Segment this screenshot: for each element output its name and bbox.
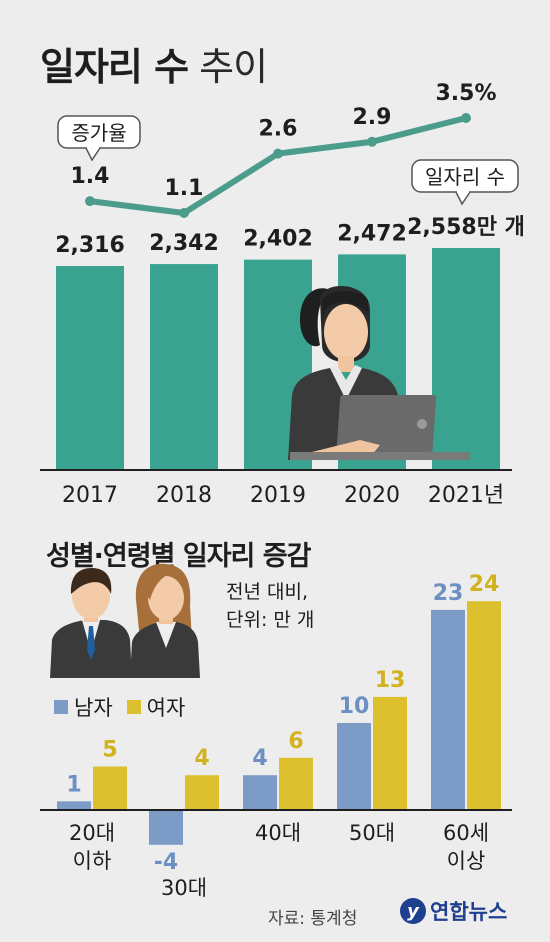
brand-logo-icon: y	[400, 898, 426, 924]
women-value-label: 4	[194, 746, 209, 771]
jobs-bar	[150, 264, 218, 470]
woman-avatar-icon	[130, 563, 200, 678]
growth-rate-callout: 증가율	[57, 115, 141, 162]
growth-rate-point	[273, 148, 283, 159]
men-bar	[431, 609, 465, 810]
women-value-label: 6	[288, 729, 303, 754]
age-group-label: 40대	[255, 821, 301, 845]
legend-item-men: 남자	[54, 692, 113, 722]
title-light: 추이	[199, 45, 268, 89]
growth-rate-point	[85, 196, 95, 207]
women-value-label: 24	[469, 572, 500, 597]
age-group-label: 60세 이상	[443, 821, 489, 873]
jobs-value-label: 2,402	[243, 227, 313, 252]
growth-rate-point	[367, 136, 377, 147]
jobs-value-label: 2,472	[337, 221, 407, 246]
legend-label-men: 남자	[74, 696, 113, 720]
women-bar	[467, 601, 501, 810]
women-bar	[185, 775, 219, 810]
title-bold: 일자리 수	[40, 45, 189, 89]
men-bar	[57, 801, 91, 810]
women-value-label: 5	[102, 738, 117, 763]
women-bar	[373, 696, 407, 810]
jobs-value-label: 2,558만 개	[407, 215, 525, 240]
growth-rate-value-label: 2.6	[259, 117, 298, 142]
men-bar	[243, 775, 277, 810]
jobs-bar	[432, 248, 500, 470]
jobs-count-callout: 일자리 수	[411, 159, 519, 206]
women-bar	[93, 766, 127, 810]
age-group-label: 50대	[349, 821, 395, 845]
chart-title: 일자리 수 추이	[40, 36, 268, 91]
legend-item-women: 여자	[126, 692, 186, 722]
growth-rate-value-label: 1.1	[165, 176, 204, 201]
jobs-count-label: 일자리 수	[425, 165, 505, 189]
men-bar	[149, 810, 183, 845]
jobs-value-label: 2,316	[55, 233, 125, 258]
legend: 남자 여자	[54, 692, 199, 722]
women-value-label: 13	[375, 668, 406, 693]
legend-swatch-men	[54, 700, 68, 714]
brand-name: 연합뉴스	[430, 900, 508, 924]
source-note: 자료: 통계청	[268, 909, 358, 929]
growth-rate-point	[461, 113, 471, 123]
growth-rate-value-label: 2.9	[353, 105, 392, 130]
woman-with-laptop-illustration	[288, 286, 470, 460]
men-value-label: -4	[154, 850, 178, 875]
year-tick-label: 2017	[62, 483, 118, 508]
unit-note: 전년 대비, 단위: 만 개	[226, 581, 315, 631]
age-group-label: 30대	[161, 876, 207, 900]
man-avatar-icon	[50, 568, 132, 678]
growth-rate-point	[179, 208, 189, 218]
breakdown-title: 성별·연령별 일자리 증감	[46, 541, 311, 572]
men-value-label: 10	[339, 694, 370, 719]
legend-label-women: 여자	[146, 696, 186, 720]
year-tick-label: 2019	[250, 483, 306, 508]
growth-rate-value-label: 3.5%	[435, 81, 496, 106]
year-tick-label: 2018	[156, 483, 212, 508]
growth-rate-label: 증가율	[71, 121, 126, 145]
jobs-bar	[56, 266, 124, 470]
jobs-value-label: 2,342	[149, 231, 219, 256]
brand: y 연합뉴스	[400, 896, 507, 926]
legend-swatch-women	[126, 700, 141, 714]
year-tick-label: 2020	[344, 483, 400, 508]
men-value-label: 4	[252, 746, 267, 771]
jobs-trend-chart: 1.4 1.1 2.6 2.9 3.5% 2,316 2,342 2,402 2,472 2,5…	[40, 81, 525, 508]
men-bar	[337, 723, 371, 810]
men-value-label: 23	[433, 581, 464, 606]
women-bar	[279, 757, 313, 810]
age-group-label: 20대 이하	[69, 821, 115, 873]
year-tick-label: 2021년	[428, 483, 504, 508]
men-value-label: 1	[66, 772, 81, 797]
growth-rate-value-label: 1.4	[71, 164, 110, 189]
